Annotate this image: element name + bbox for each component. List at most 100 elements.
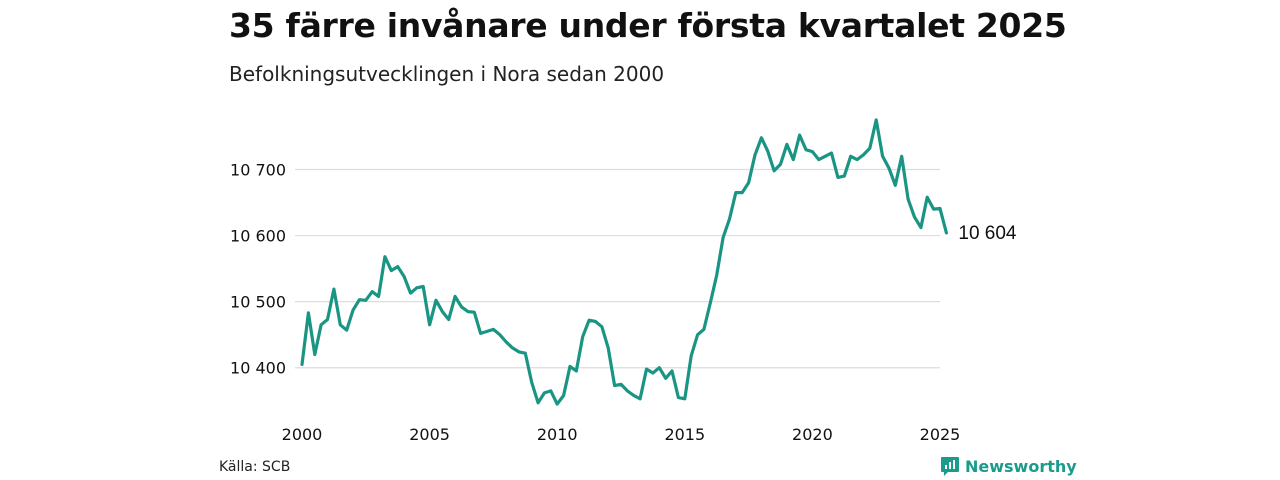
data-point [550,390,552,392]
x-tick-label: 2025 [920,425,961,444]
data-point [779,163,782,165]
data-point [684,398,686,400]
data-point [703,328,705,330]
series-layer [300,118,949,406]
y-axis-tick-labels: 10 400 10 500 10 600 10 700 [230,160,286,377]
data-point [339,324,341,326]
data-point [639,398,641,400]
data-point [492,328,494,330]
data-point [945,232,948,234]
data-point [441,311,443,313]
source-note: Källa: SCB [219,459,291,475]
population-series-line [300,118,949,406]
data-point [633,394,635,397]
data-point [862,154,865,156]
data-point [850,155,852,157]
data-point [397,266,399,268]
data-point [454,295,456,297]
x-tick-label: 2010 [537,425,578,444]
data-point [537,402,539,404]
data-point [448,318,450,321]
data-point [326,318,329,321]
data-point [403,275,405,278]
gridlines [295,168,940,369]
data-point [901,155,903,157]
data-point [346,329,348,331]
data-point [594,320,597,323]
x-tick-label: 2015 [664,425,705,444]
data-point [384,256,386,258]
data-point [830,152,833,154]
data-point [371,291,373,293]
data-point [748,182,750,184]
data-point [786,143,788,145]
data-point [875,119,877,121]
data-point [390,270,392,272]
data-point [869,147,871,149]
brand-name: Newsworthy [965,457,1077,476]
y-tick-label: 10 600 [230,227,286,246]
data-point [837,176,839,178]
data-point [467,311,469,313]
chart-subtitle: Befolkningsutvecklingen i Nora sedan 200… [229,62,665,86]
data-point [920,227,922,229]
data-point [582,336,584,338]
data-point [735,192,737,194]
data-point [645,368,648,370]
data-point [352,309,354,311]
data-point [805,149,807,151]
data-point [741,192,743,194]
data-point [378,295,380,297]
data-point [697,334,699,336]
data-point [524,352,526,354]
data-point [894,184,896,186]
data-point [543,392,546,394]
data-point [728,218,731,220]
data-point [563,394,565,397]
brand-logo: Newsworthy [940,456,1077,477]
data-point [556,403,558,405]
data-point [409,292,412,294]
data-point [620,383,622,385]
chart-title: 35 färre invånare under första kvartalet… [229,6,1067,45]
last-value-label: 10 604 [958,223,1017,244]
data-point [933,208,935,210]
data-point [601,326,603,328]
data-point [358,299,360,301]
data-point [913,216,916,218]
data-point [499,334,501,336]
x-tick-label: 2020 [792,425,833,444]
data-point [792,159,794,161]
y-tick-label: 10 500 [230,293,286,312]
data-point [575,370,577,372]
y-tick-label: 10 700 [230,160,286,179]
data-point [480,332,482,334]
data-point [926,196,928,198]
data-point [716,274,718,276]
data-point [435,299,437,301]
data-point [307,312,309,314]
newsworthy-logo-icon [941,457,959,476]
data-point [333,288,335,290]
data-point [882,155,884,157]
data-point [365,299,367,301]
data-point [652,372,654,374]
data-point [416,287,418,289]
data-point [722,236,724,239]
data-point [422,285,424,288]
x-tick-label: 2000 [282,425,323,444]
data-point [505,341,507,343]
data-point [301,363,303,365]
data-point [511,347,514,349]
data-point [473,311,475,313]
data-point [665,377,667,379]
data-point [824,155,826,157]
data-point [531,381,533,383]
data-point [677,396,680,399]
data-point [888,167,890,169]
data-point [843,175,845,177]
data-point [767,150,769,152]
data-point [754,154,756,156]
data-point [460,306,463,308]
